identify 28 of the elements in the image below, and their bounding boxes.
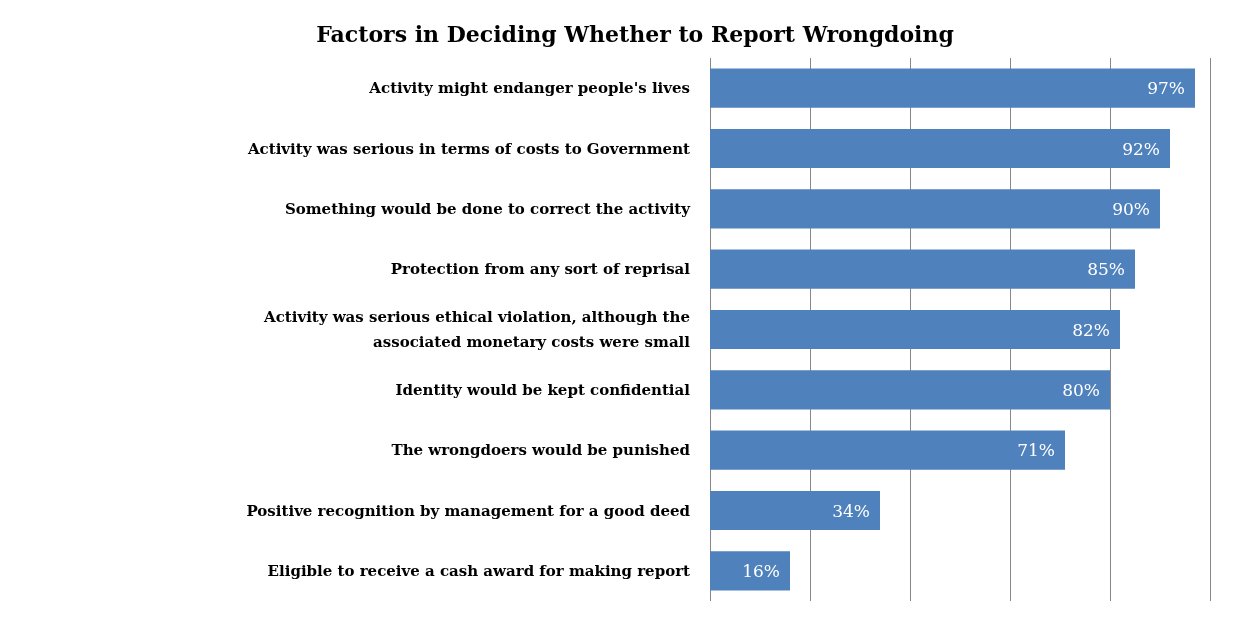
bar [710,370,1110,410]
bar [710,189,1160,229]
y-tick-label: Activity was serious ethical violation, although the associated monetary costs were small [263,308,691,351]
bar [710,551,790,591]
y-tick-label: Activity might endanger people's lives [368,79,690,98]
y-tick-label: Eligible to receive a cash award for making report [267,561,691,580]
bar [710,68,1195,108]
data-label: 97% [1147,78,1185,99]
y-tick-label: Positive recognition by management for a good deed [246,501,691,520]
y-tick-label: Activity was serious in terms of costs to Government [246,139,691,158]
bar [710,309,1120,350]
bar [710,490,880,531]
data-label: 85% [1087,259,1125,280]
y-tick-label: Identity would be kept confidential [395,380,691,399]
data-label: 90% [1112,198,1150,219]
bar [710,128,1170,169]
y-tick-label: The wrongdoers would be punished [391,441,691,460]
chart-title: Factors in Deciding Whether to Report Wrongdoing [316,21,954,47]
y-tick-label: Something would be done to correct the activity [284,199,692,218]
data-label: 16% [742,560,780,581]
y-tick-label: Protection from any sort of reprisal [390,260,691,279]
bar [710,249,1135,289]
data-label: 80% [1062,379,1100,400]
data-label: 82% [1072,319,1110,340]
data-label: 34% [832,500,870,521]
bar [710,430,1065,470]
data-label: 92% [1122,138,1160,159]
data-label: 71% [1017,440,1055,461]
